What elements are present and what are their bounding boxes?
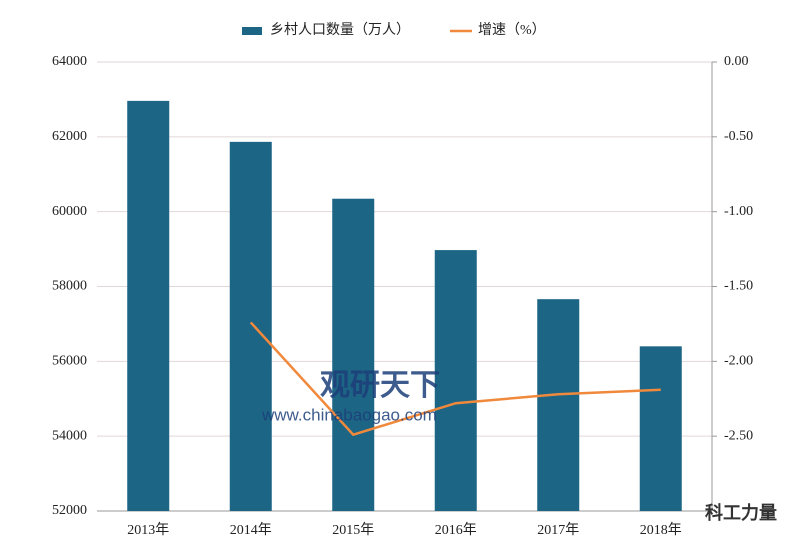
watermark: 科工力量 [705, 502, 777, 523]
y-tick-label: 56000 [52, 354, 87, 369]
y-tick-label: 62000 [52, 129, 87, 144]
y2-tick-label: 0.00 [724, 54, 749, 69]
y-tick-label: 52000 [52, 503, 87, 518]
legend-label: 增速（%） [478, 22, 546, 38]
y-tick-label: 58000 [52, 279, 87, 294]
legend-label: 乡村人口数量（万人） [270, 22, 410, 38]
x-tick-label: 2018年 [640, 522, 682, 538]
watermark: www.chinabaogao.com [261, 405, 437, 424]
x-tick-label: 2017年 [537, 522, 579, 538]
bar [639, 346, 682, 511]
x-tick-label: 2016年 [435, 522, 477, 538]
y2-tick-label: -1.00 [724, 204, 753, 219]
bar [434, 250, 477, 512]
bar [229, 141, 272, 511]
x-tick-label: 2015年 [332, 522, 374, 538]
watermark: 观研天下 [320, 369, 440, 402]
bar [127, 100, 170, 511]
y2-tick-label: -2.00 [724, 354, 753, 369]
bar [332, 198, 375, 511]
bar [537, 299, 580, 511]
x-tick-label: 2013年 [127, 522, 169, 538]
y-tick-label: 60000 [52, 204, 87, 219]
y-tick-label: 64000 [52, 54, 87, 69]
y2-tick-label: -1.50 [724, 279, 753, 294]
y2-tick-label: -2.50 [724, 428, 753, 443]
legend-swatch [242, 27, 262, 35]
y2-tick-label: -0.50 [724, 129, 753, 144]
y-tick-label: 54000 [52, 428, 87, 443]
line [249, 321, 661, 437]
x-tick-label: 2014年 [230, 522, 272, 538]
